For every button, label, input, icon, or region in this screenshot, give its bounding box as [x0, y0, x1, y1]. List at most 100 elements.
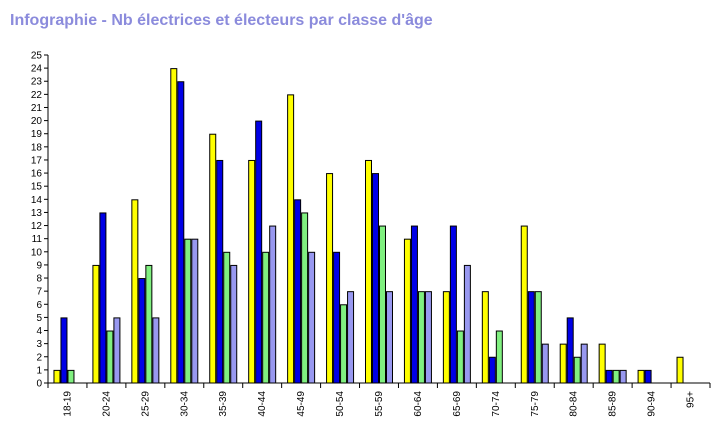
y-tick-label: 16 — [31, 169, 43, 180]
x-tick-label: 60-64 — [413, 391, 424, 417]
bar — [449, 225, 457, 384]
bar — [99, 212, 107, 384]
x-tick-label: 40-44 — [257, 391, 268, 417]
bar — [255, 120, 263, 384]
y-tick-label: 13 — [31, 208, 43, 219]
bar — [269, 225, 277, 384]
bar — [294, 199, 302, 384]
bar — [131, 199, 139, 384]
y-tick-label: 15 — [31, 182, 43, 193]
x-tick-label: 25-29 — [140, 391, 151, 417]
bar — [386, 291, 393, 384]
bar — [676, 356, 684, 384]
bar — [223, 251, 231, 384]
y-tick-label: 9 — [36, 260, 42, 271]
x-tick-label: 18-19 — [62, 391, 73, 417]
y-tick-label: 19 — [31, 129, 43, 140]
y-tick-label: 18 — [31, 142, 43, 153]
y-tick-label: 20 — [31, 116, 43, 127]
bar — [410, 225, 418, 384]
bar — [53, 369, 61, 384]
x-tick-label: 55-59 — [374, 391, 385, 417]
bar — [60, 317, 68, 384]
bar — [301, 212, 309, 384]
bar — [145, 264, 153, 384]
bar — [605, 369, 613, 384]
x-tick-label: 50-54 — [335, 391, 346, 417]
y-tick-label: 8 — [36, 274, 42, 285]
bar — [456, 330, 464, 384]
bar — [248, 159, 256, 384]
bar — [520, 225, 528, 384]
bar — [191, 238, 199, 384]
y-tick-label: 3 — [36, 339, 42, 350]
y-tick-label: 24 — [31, 64, 43, 75]
bar — [637, 369, 645, 384]
x-tick-label: 20-24 — [101, 391, 112, 417]
bar — [326, 173, 334, 384]
x-tick-label: 70-74 — [491, 391, 502, 417]
bar — [403, 238, 411, 384]
x-tick-label: 90-94 — [647, 391, 658, 417]
chart-title: Infographie - Nb électrices et électeurs… — [10, 12, 433, 29]
bar — [177, 81, 185, 384]
bar — [138, 278, 146, 384]
x-tick-label: 45-49 — [296, 391, 307, 417]
bar — [481, 291, 489, 384]
bar — [333, 251, 341, 384]
bar — [463, 264, 471, 384]
x-tick-label: 95+ — [686, 391, 697, 408]
bar — [152, 317, 160, 384]
y-tick-label: 22 — [31, 90, 43, 101]
x-tick-label: 75-79 — [530, 391, 541, 417]
x-tick-label: 30-34 — [179, 391, 190, 417]
bar — [106, 330, 114, 384]
bar — [541, 343, 549, 384]
bar — [619, 369, 627, 384]
bar — [262, 251, 270, 384]
bar — [379, 225, 386, 384]
bar — [92, 264, 100, 384]
bar — [559, 343, 567, 384]
y-tick-label: 4 — [36, 326, 42, 337]
bar — [598, 343, 606, 384]
bar — [230, 264, 238, 384]
y-tick-label: 21 — [31, 103, 43, 114]
y-tick-label: 12 — [31, 221, 43, 232]
bar — [644, 369, 652, 384]
bar — [184, 238, 192, 384]
x-tick-label: 80-84 — [569, 391, 580, 417]
y-tick-label: 25 — [31, 51, 43, 62]
y-tick-label: 7 — [36, 287, 42, 298]
bar — [573, 356, 581, 384]
x-tick-label: 85-89 — [608, 391, 619, 417]
bar — [170, 68, 178, 384]
bar — [308, 251, 316, 384]
bar — [113, 317, 121, 384]
y-tick-label: 23 — [31, 77, 43, 88]
x-tick-label: 35-39 — [218, 391, 229, 417]
bar — [580, 343, 588, 384]
bar — [287, 94, 295, 384]
bar — [488, 356, 496, 384]
y-tick-label: 0 — [36, 379, 42, 390]
bar — [67, 369, 75, 384]
bar — [216, 159, 224, 384]
bar — [372, 173, 379, 384]
bar — [534, 291, 542, 384]
bar — [527, 291, 535, 384]
bar — [209, 133, 217, 384]
bar — [495, 330, 503, 384]
bar — [442, 291, 450, 384]
y-tick-label: 2 — [36, 352, 42, 363]
y-tick-label: 14 — [31, 195, 43, 206]
bar — [365, 159, 372, 384]
bar — [566, 317, 574, 384]
y-tick-label: 5 — [36, 313, 42, 324]
y-tick-label: 1 — [36, 365, 42, 376]
x-tick-label: 65-69 — [452, 391, 463, 417]
bar — [347, 291, 355, 384]
bar — [424, 291, 432, 384]
bar — [612, 369, 620, 384]
